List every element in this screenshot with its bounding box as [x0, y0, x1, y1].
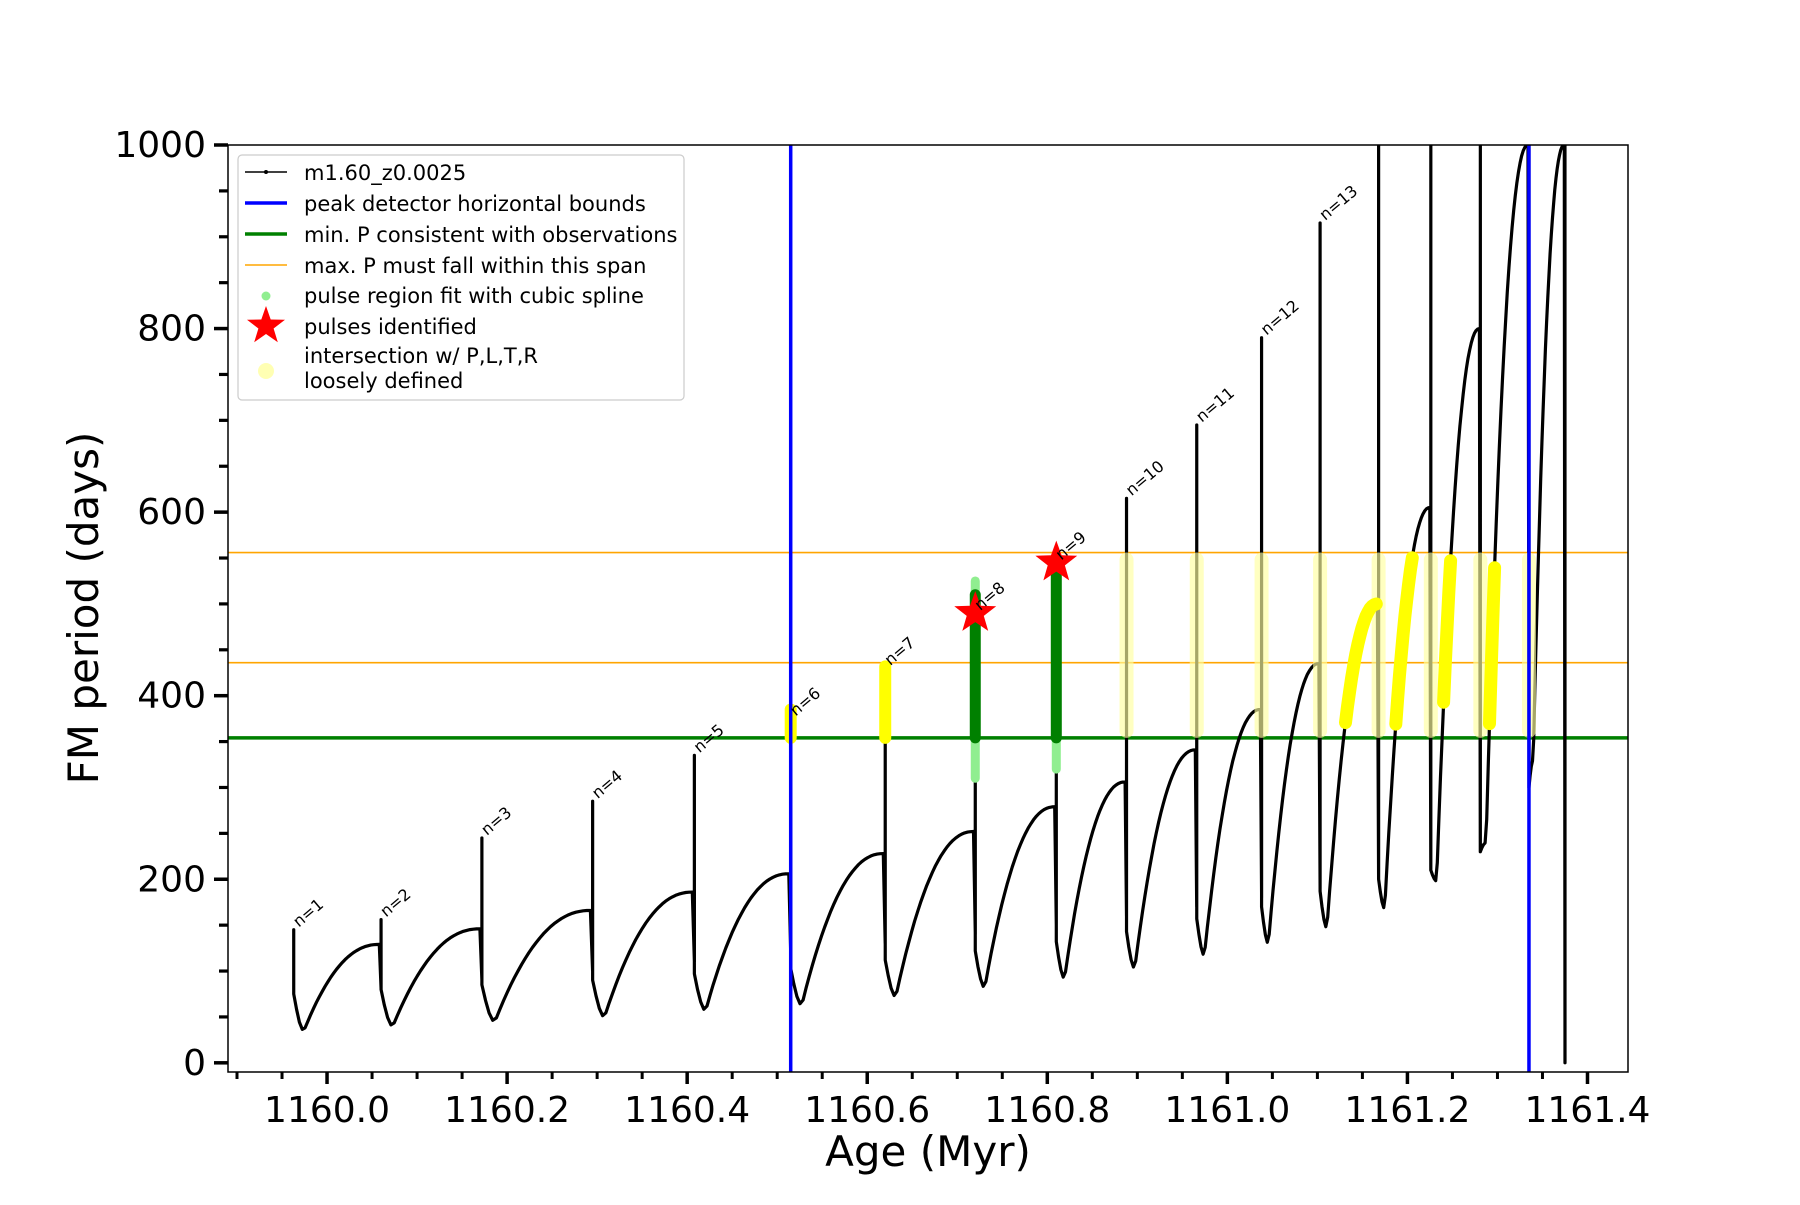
loose-intersection-region — [1423, 552, 1438, 738]
legend-label-loose: loosely defined — [304, 369, 463, 393]
y-axis-title: FM period (days) — [59, 432, 108, 785]
intersection-arc — [1389, 551, 1419, 731]
loose-intersection-region — [1473, 552, 1488, 738]
y-tick-label: 0 — [183, 1043, 206, 1084]
y-tick-label: 600 — [137, 492, 206, 533]
legend-label-bounds: peak detector horizontal bounds — [304, 192, 646, 216]
loose-intersection-region — [1313, 552, 1328, 738]
x-tick-label: 1161.2 — [1344, 1090, 1470, 1131]
pulse-star-2 — [1035, 540, 1078, 581]
legend-swatch-track-dot — [264, 170, 268, 174]
legend-label-track: m1.60_z0.0025 — [304, 161, 466, 186]
intersection-arc — [1437, 554, 1458, 709]
y-tick-label: 400 — [137, 676, 206, 717]
legend-swatch-star — [247, 306, 285, 343]
x-tick-label: 1160.8 — [984, 1090, 1110, 1131]
intersection-arc — [1483, 561, 1502, 731]
legend-label-intersection: intersection w/ P,L,T,R — [304, 344, 538, 368]
legend: m1.60_z0.0025 peak detector horizontal b… — [237, 154, 685, 401]
y-tick-label: 800 — [137, 309, 206, 350]
intersection-arc — [1339, 597, 1383, 730]
x-tick-label: 1160.0 — [264, 1090, 390, 1131]
loose-intersection-region — [1371, 552, 1386, 738]
loose-intersection-region — [1119, 552, 1134, 738]
pulse-star-1 — [954, 591, 997, 631]
y-tick-label: 1000 — [114, 125, 206, 166]
legend-swatch-spline — [261, 291, 271, 301]
y-tick-label: 200 — [137, 859, 206, 900]
loose-intersection-region — [1189, 552, 1204, 738]
x-tick-label: 1161.4 — [1525, 1090, 1651, 1131]
legend-label-pulses: pulses identified — [304, 315, 477, 339]
legend-label-max-p: max. P must fall within this span — [304, 254, 646, 278]
x-tick-label: 1161.0 — [1164, 1090, 1290, 1131]
plot-frame — [227, 144, 1629, 1073]
legend-label-min-p: min. P consistent with observations — [304, 223, 677, 247]
x-axis-title: Age (Myr) — [825, 1127, 1031, 1176]
legend-label-spline: pulse region fit with cubic spline — [304, 284, 644, 308]
x-tick-label: 1160.6 — [804, 1090, 930, 1131]
x-tick-label: 1160.4 — [624, 1090, 750, 1131]
legend-swatch-intersection — [258, 363, 274, 379]
x-tick-label: 1160.2 — [444, 1090, 570, 1131]
evolutionary-track — [292, 145, 1567, 1065]
loose-intersection-region — [1254, 552, 1269, 738]
legend-box — [237, 154, 685, 401]
